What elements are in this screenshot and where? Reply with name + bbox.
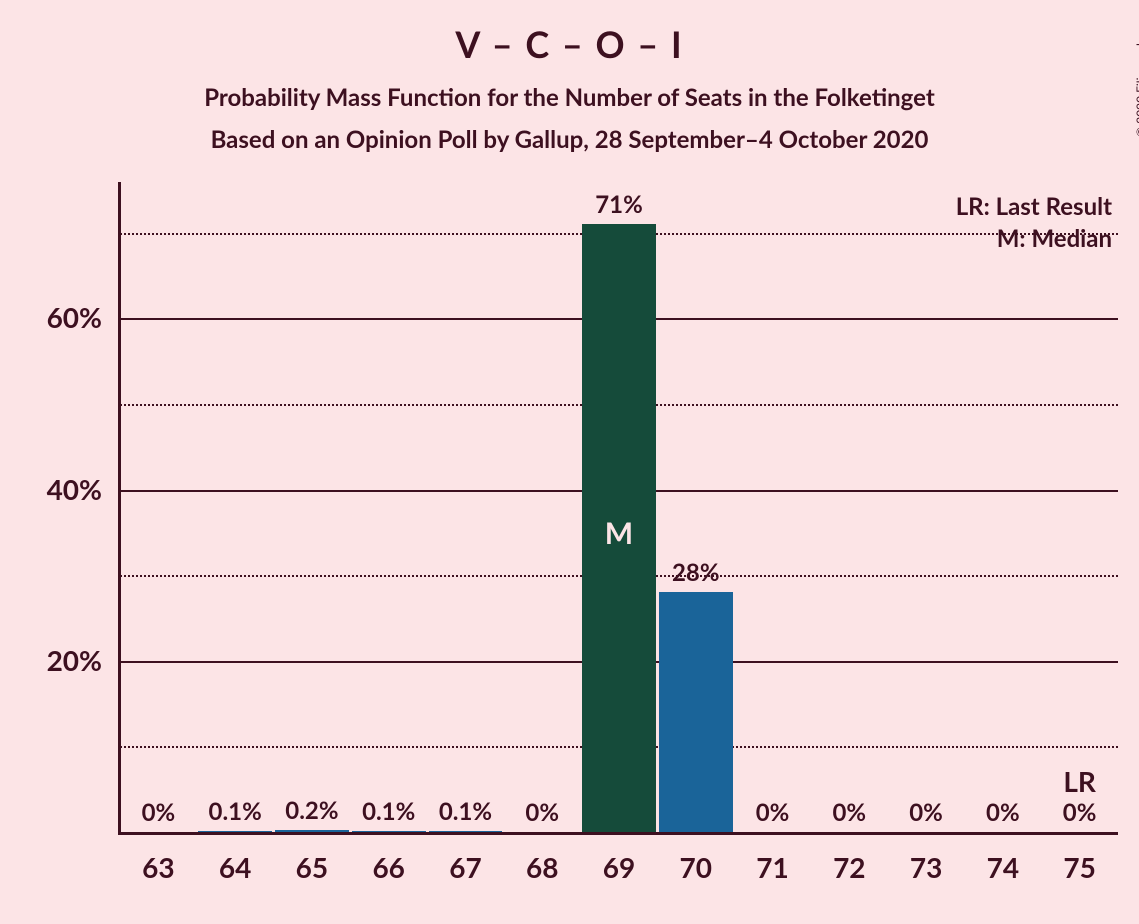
chart-plot-area: 20%40%60%0%630.1%640.2%650.1%660.1%670%6…: [120, 190, 1118, 832]
median-marker: M: [582, 515, 656, 551]
x-axis-label: 67: [427, 850, 504, 884]
x-axis-label: 69: [581, 850, 658, 884]
y-axis-label: 40%: [12, 472, 102, 506]
chart-subtitle-2: Based on an Opinion Poll by Gallup, 28 S…: [0, 122, 1139, 158]
x-axis-label: 72: [811, 850, 888, 884]
x-axis-label: 74: [964, 850, 1041, 884]
chart-subtitle-1: Probability Mass Function for the Number…: [0, 80, 1139, 116]
y-axis-label: 60%: [12, 300, 102, 334]
bar-value-label: 0.1%: [197, 797, 274, 826]
bar: [659, 592, 733, 832]
bar-value-label: 28%: [657, 558, 734, 587]
x-axis-label: 66: [350, 850, 427, 884]
y-axis-label: 20%: [12, 643, 102, 677]
x-axis: [118, 832, 1118, 835]
x-axis-label: 70: [657, 850, 734, 884]
x-axis-label: 63: [120, 850, 197, 884]
bar-value-label: 0%: [888, 798, 965, 827]
legend-median: M: Median: [997, 224, 1112, 253]
bar-value-label: 0%: [1041, 798, 1118, 827]
bar-value-label: 71%: [581, 190, 658, 219]
x-axis-label: 68: [504, 850, 581, 884]
x-axis-label: 64: [197, 850, 274, 884]
y-axis: [118, 182, 121, 832]
x-axis-label: 75: [1041, 850, 1118, 884]
x-axis-label: 73: [888, 850, 965, 884]
chart-title: V – C – O – I: [0, 0, 1139, 66]
bar-value-label: 0.2%: [274, 796, 351, 825]
x-axis-label: 65: [274, 850, 351, 884]
bar-value-label: 0.1%: [427, 797, 504, 826]
bar-value-label: 0.1%: [350, 797, 427, 826]
copyright-text: © 2020 Filip van Laenen: [1133, 8, 1139, 137]
bar-value-label: 0%: [120, 798, 197, 827]
bar-value-label: 0%: [504, 798, 581, 827]
bar-value-label: 0%: [811, 798, 888, 827]
legend-last-result: LR: Last Result: [956, 192, 1112, 221]
last-result-marker: LR: [1041, 764, 1118, 798]
x-axis-label: 71: [734, 850, 811, 884]
bar-value-label: 0%: [734, 798, 811, 827]
bar-value-label: 0%: [964, 798, 1041, 827]
